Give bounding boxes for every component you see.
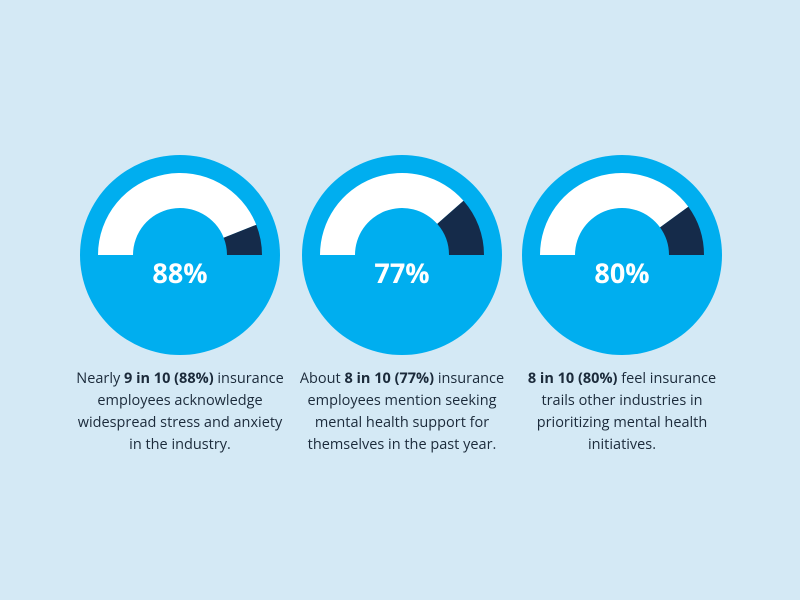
caption-text: About — [299, 369, 345, 388]
caption-highlight: 9 in 10 (88%) — [124, 369, 214, 388]
gauge-value-label: 88% — [152, 254, 207, 291]
gauge-fill — [540, 173, 689, 255]
caption-text: feel insurance trails other industries i… — [536, 369, 717, 454]
gauge-remainder — [437, 200, 484, 255]
gauge-fill — [320, 172, 464, 255]
caption-highlight: 8 in 10 (77%) — [344, 369, 435, 388]
caption: 8 in 10 (80%) feel insurance trails othe… — [517, 368, 727, 456]
gauge-fill — [98, 173, 257, 255]
caption: Nearly 9 in 10 (88%) insurance employees… — [75, 368, 285, 456]
caption-text: insurance employees mention seeking ment… — [307, 369, 505, 454]
gauge-value-label: 77% — [374, 254, 429, 291]
caption-text: Nearly — [76, 369, 125, 388]
gauge-value-label: 80% — [594, 254, 649, 291]
caption: About 8 in 10 (77%) insurance employees … — [297, 368, 507, 456]
caption-text: insurance employees acknowledge widespre… — [77, 369, 284, 454]
caption-highlight: 8 in 10 (80%) — [527, 369, 618, 388]
gauge-remainder — [223, 224, 262, 255]
gauge-remainder — [660, 206, 704, 255]
